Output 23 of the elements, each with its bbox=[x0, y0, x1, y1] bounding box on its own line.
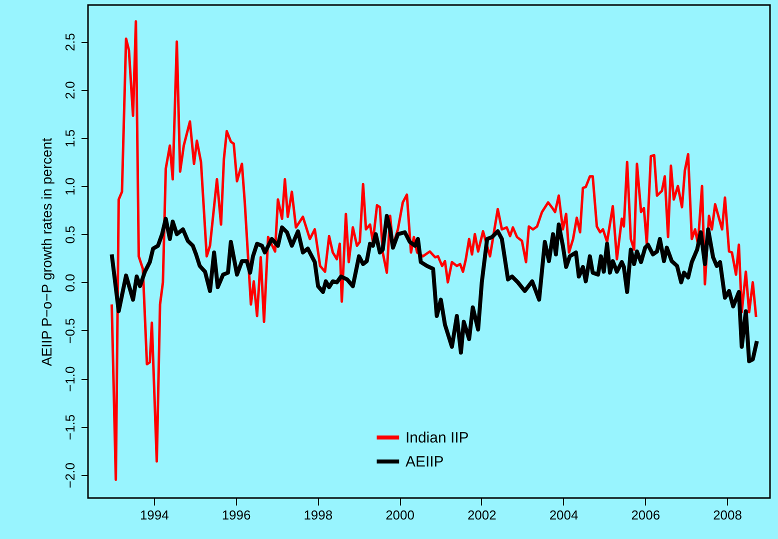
y-tick-label: 1.5 bbox=[62, 129, 78, 148]
x-tick-label: 1998 bbox=[304, 508, 333, 522]
x-tick-label: 2002 bbox=[467, 508, 496, 522]
x-tick-label: 2000 bbox=[386, 508, 414, 522]
x-tick-label: 2006 bbox=[631, 508, 660, 522]
y-tick-label: −1.5 bbox=[62, 414, 78, 440]
y-tick-label: 2.5 bbox=[62, 33, 78, 52]
x-tick-label: 2004 bbox=[549, 508, 578, 522]
legend-label: Indian IIP bbox=[405, 430, 469, 447]
legend-label: AEIIP bbox=[405, 454, 444, 471]
y-tick-label: 2.0 bbox=[62, 81, 78, 100]
y-tick-label: −1.0 bbox=[62, 366, 78, 392]
y-tick-label: 0.5 bbox=[62, 226, 78, 244]
line-series bbox=[110, 20, 758, 481]
y-tick-label: 0.0 bbox=[62, 274, 78, 292]
x-tick-label: 1996 bbox=[222, 508, 251, 522]
x-tick-label: 2008 bbox=[713, 508, 742, 522]
y-tick-label: −0.5 bbox=[62, 318, 78, 344]
y-tick-label: 1.0 bbox=[62, 177, 78, 196]
y-axis-title: AEIIP P−o−P growth rates in percent bbox=[38, 138, 54, 366]
y-tick-label: −2.0 bbox=[62, 462, 78, 488]
x-tick-label: 1994 bbox=[140, 508, 169, 522]
line-series bbox=[110, 214, 759, 364]
